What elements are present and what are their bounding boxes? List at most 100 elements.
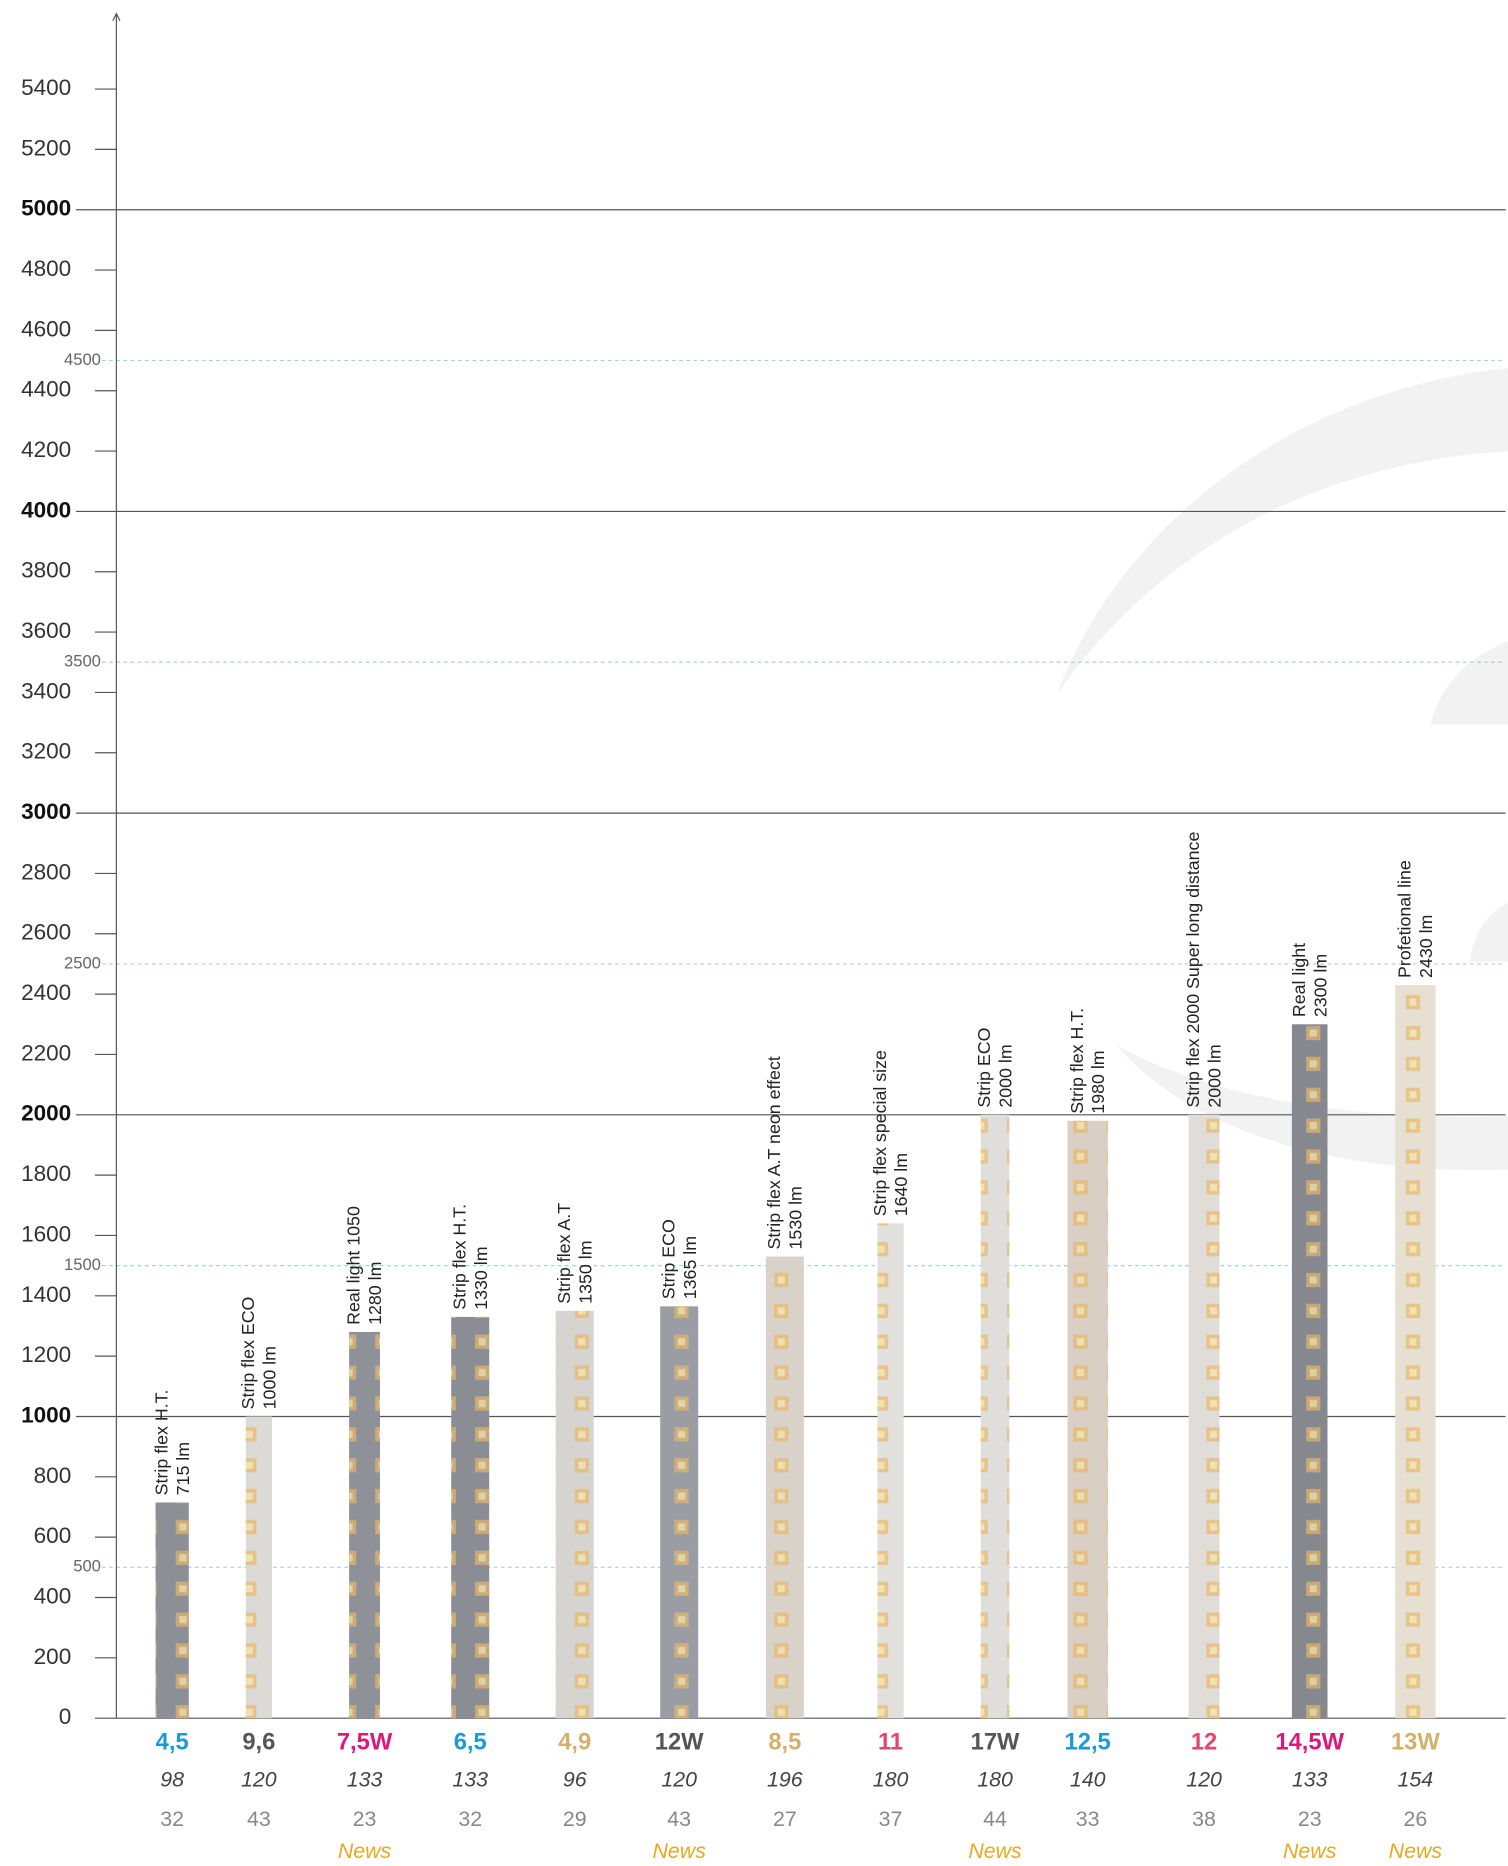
news-label: News <box>1283 1839 1337 1863</box>
bar-name: Strip flex ECO <box>238 1297 258 1410</box>
bar-value-label: 2000 lm <box>1205 1044 1225 1107</box>
bar-value-label: 1530 lm <box>785 1186 805 1249</box>
row2-label: 120 <box>241 1768 277 1792</box>
y-tick-label: 4200 <box>21 437 71 462</box>
row3-label: 37 <box>879 1807 903 1831</box>
secondary-tick-label: 2500 <box>64 953 101 972</box>
bar-value-label: 1640 lm <box>891 1153 911 1216</box>
bar-name: Real light <box>1289 943 1309 1017</box>
y-tick-label: 4000 <box>21 497 71 522</box>
bar-value-label: 715 lm <box>173 1442 193 1495</box>
bar-texture <box>349 1332 380 1719</box>
row3-label: 29 <box>563 1807 587 1831</box>
bar-value-label: 2000 lm <box>996 1044 1016 1107</box>
bar-name: Strip ECO <box>658 1219 678 1299</box>
power-label: 14,5W <box>1275 1729 1344 1755</box>
power-label: 4,9 <box>558 1729 591 1755</box>
power-label: 12,5 <box>1065 1729 1111 1755</box>
y-tick-label: 400 <box>34 1583 72 1608</box>
bar-texture <box>155 1502 189 1719</box>
bar-texture <box>245 1416 272 1719</box>
row3-label: 27 <box>773 1807 797 1831</box>
row2-label: 120 <box>1186 1768 1222 1792</box>
y-tick-label: 0 <box>59 1704 72 1729</box>
power-label: 17W <box>971 1729 1020 1755</box>
row2-label: 96 <box>563 1768 587 1792</box>
row2-label: 180 <box>873 1768 909 1792</box>
power-label: 9,6 <box>242 1729 275 1755</box>
background-swoosh <box>1430 641 1508 725</box>
power-label: 6,5 <box>454 1729 487 1755</box>
bar-texture <box>451 1316 490 1719</box>
bar-texture <box>555 1310 594 1719</box>
bar-name: Strip flex special size <box>870 1050 890 1216</box>
row2-label: 120 <box>661 1768 697 1792</box>
power-label: 13W <box>1391 1729 1440 1755</box>
bar-name: Strip flex A.T neon effect <box>764 1056 784 1249</box>
power-label: 12W <box>655 1729 704 1755</box>
row3-label: 32 <box>160 1807 184 1831</box>
y-tick-label: 5000 <box>21 196 71 221</box>
bar-name: Real light 1050 <box>344 1206 364 1325</box>
y-tick-label: 2000 <box>21 1101 71 1126</box>
secondary-tick-label: 4500 <box>64 350 101 369</box>
bar-texture <box>1188 1114 1220 1719</box>
row2-label: 196 <box>767 1768 803 1792</box>
y-axis-arrow <box>112 12 121 22</box>
secondary-tick-label: 3500 <box>64 652 101 671</box>
bar-name: Strip ECO <box>974 1028 994 1108</box>
bar-value-label: 1330 lm <box>471 1246 491 1309</box>
bar-name: Profetional line <box>1395 860 1415 978</box>
row3-label: 26 <box>1403 1807 1427 1831</box>
y-tick-label: 1200 <box>21 1342 71 1367</box>
y-tick-label: 4400 <box>21 377 71 402</box>
y-tick-label: 3400 <box>21 678 71 703</box>
y-tick-label: 2600 <box>21 920 71 945</box>
bar-texture <box>1291 1024 1328 1719</box>
y-tick-label: 1600 <box>21 1221 71 1246</box>
y-tick-label: 2200 <box>21 1040 71 1065</box>
y-tick-label: 5200 <box>21 135 71 160</box>
y-tick-label: 600 <box>34 1523 72 1548</box>
bar-value-label: 2300 lm <box>1310 954 1330 1017</box>
y-tick-label: 200 <box>34 1644 72 1669</box>
news-label: News <box>1389 1839 1443 1863</box>
row3-label: 44 <box>983 1807 1007 1831</box>
row2-label: 180 <box>977 1768 1013 1792</box>
row3-label: 23 <box>353 1807 377 1831</box>
secondary-tick-label: 500 <box>73 1557 101 1576</box>
row2-label: 133 <box>347 1768 383 1792</box>
y-tick-label: 2800 <box>21 859 71 884</box>
power-label: 7,5W <box>337 1729 393 1755</box>
y-tick-label: 1800 <box>21 1161 71 1186</box>
row2-label: 154 <box>1398 1768 1434 1792</box>
y-tick-label: 1000 <box>21 1402 71 1427</box>
news-label: News <box>652 1839 706 1863</box>
bar-value-label: 1000 lm <box>259 1346 279 1409</box>
row3-label: 33 <box>1076 1807 1100 1831</box>
row3-label: 38 <box>1192 1807 1216 1831</box>
y-tick-label: 4600 <box>21 316 71 341</box>
power-label: 8,5 <box>768 1729 801 1755</box>
power-label: 11 <box>878 1729 903 1755</box>
news-label: News <box>338 1839 392 1863</box>
bar-name: Strip flex H.T. <box>449 1204 469 1310</box>
y-tick-label: 3200 <box>21 739 71 764</box>
bar-texture <box>765 1256 804 1719</box>
bar-value-label: 1280 lm <box>365 1262 385 1325</box>
y-tick-label: 3800 <box>21 558 71 583</box>
y-tick-label: 5400 <box>21 75 71 100</box>
y-tick-label: 3000 <box>21 799 71 824</box>
bar-name: Strip flex 2000 Super long distance <box>1183 832 1203 1108</box>
power-label: 4,5 <box>156 1729 189 1755</box>
power-label: 12 <box>1191 1729 1217 1755</box>
background-swoosh <box>1056 368 1508 695</box>
bar-texture <box>660 1306 699 1719</box>
row3-label: 43 <box>247 1807 271 1831</box>
bar-value-label: 1350 lm <box>575 1240 595 1303</box>
bar-name: Strip flex A.T <box>554 1203 574 1304</box>
bar-texture <box>1395 985 1436 1719</box>
y-tick-label: 4800 <box>21 256 71 281</box>
secondary-tick-label: 1500 <box>64 1255 101 1274</box>
